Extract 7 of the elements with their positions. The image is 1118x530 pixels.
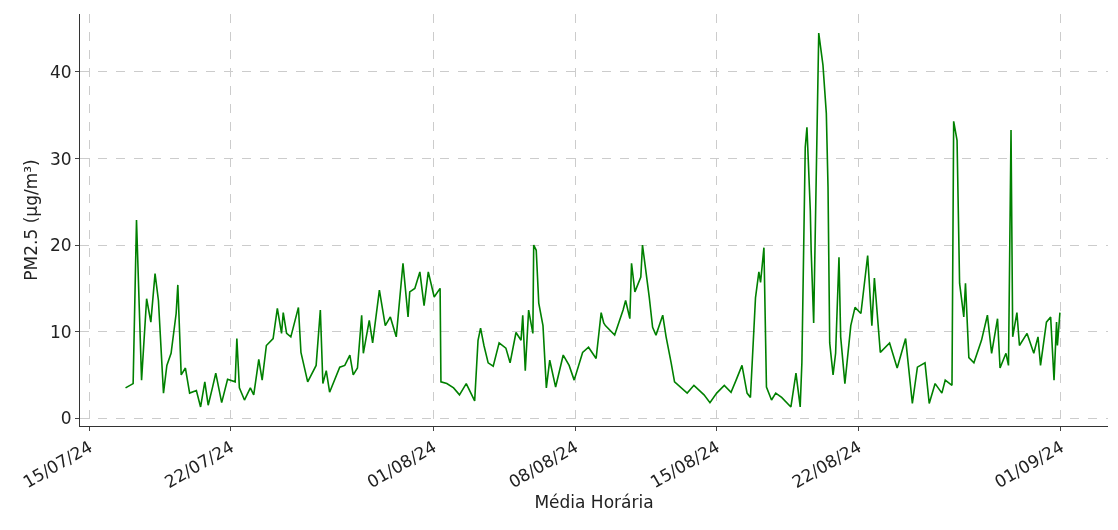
y-tick-label: 40 [49, 61, 72, 82]
y-tick-label: 10 [49, 321, 72, 342]
y-tick-label: 30 [49, 148, 72, 169]
y-axis-title: PM2.5 (µg/m³) [20, 159, 41, 281]
y-tick-label: 20 [49, 235, 72, 256]
y-tick-label: 0 [60, 408, 72, 429]
x-axis-title: Média Horária [534, 491, 654, 512]
